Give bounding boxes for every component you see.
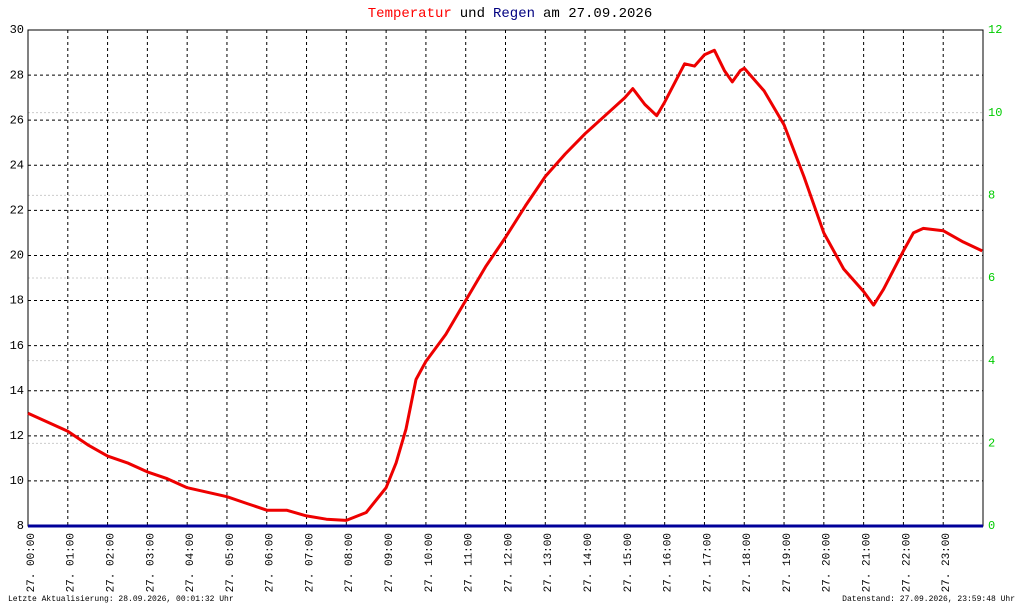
x-tick-label: 27. 12:00 — [503, 533, 515, 592]
y2-tick-label: 12 — [988, 23, 1002, 37]
y-tick-label: 16 — [10, 339, 24, 353]
title-part: Temperatur — [368, 6, 452, 22]
y2-tick-label: 4 — [988, 354, 995, 368]
chart-title: Temperatur und Regen am 27.09.2026 — [368, 6, 652, 22]
x-tick-label: 27. 07:00 — [304, 533, 316, 592]
title-part: am 27.09.2026 — [543, 6, 652, 22]
x-tick-label: 27. 10:00 — [424, 533, 436, 592]
x-tick-label: 27. 00:00 — [26, 533, 38, 592]
x-tick-label: 27. 20:00 — [822, 533, 834, 592]
x-tick-label: 27. 09:00 — [384, 533, 396, 592]
y-tick-label: 10 — [10, 474, 24, 488]
y-tick-label: 14 — [10, 384, 24, 398]
x-tick-label: 27. 15:00 — [623, 533, 635, 592]
x-tick-label: 27. 17:00 — [702, 533, 714, 592]
x-tick-label: 27. 18:00 — [742, 533, 754, 592]
x-tick-label: 27. 03:00 — [145, 533, 157, 592]
series-line — [27, 48, 983, 522]
footer-right: Datenstand: 27.09.2026, 23:59:48 Uhr — [842, 595, 1015, 604]
x-tick-label: 27. 22:00 — [901, 533, 913, 592]
y-tick-label: 26 — [10, 113, 24, 127]
footer-left: Letzte Aktualisierung: 28.09.2026, 00:01… — [8, 595, 234, 604]
y2-tick-label: 6 — [988, 271, 995, 285]
y-tick-label: 22 — [10, 204, 24, 218]
title-part: Regen — [493, 6, 535, 22]
y2-tick-label: 10 — [988, 106, 1002, 120]
x-tick-label: 27. 23:00 — [941, 533, 953, 592]
x-tick-label: 27. 04:00 — [185, 533, 197, 592]
y2-tick-label: 2 — [988, 437, 995, 451]
y-tick-label: 28 — [10, 68, 24, 82]
title-part: und — [460, 6, 485, 22]
x-tick-label: 27. 16:00 — [663, 533, 675, 592]
x-tick-label: 27. 08:00 — [344, 533, 356, 592]
x-tick-label: 27. 05:00 — [225, 533, 237, 592]
x-tick-label: 27. 14:00 — [583, 533, 595, 592]
x-tick-label: 27. 21:00 — [862, 533, 874, 592]
y-tick-label: 18 — [10, 294, 24, 308]
x-tick-label: 27. 11:00 — [464, 533, 476, 592]
x-tick-label: 27. 01:00 — [66, 533, 78, 592]
y-tick-label: 8 — [17, 519, 24, 533]
x-tick-label: 27. 02:00 — [105, 533, 117, 592]
y2-tick-label: 0 — [988, 519, 995, 533]
x-tick-label: 27. 19:00 — [782, 533, 794, 592]
x-tick-label: 27. 13:00 — [543, 533, 555, 592]
y2-tick-label: 8 — [988, 189, 995, 203]
y-tick-label: 24 — [10, 158, 24, 172]
y-tick-label: 12 — [10, 429, 24, 443]
y-tick-label: 20 — [10, 249, 24, 263]
y-tick-label: 30 — [10, 23, 24, 37]
x-tick-label: 27. 06:00 — [265, 533, 277, 592]
